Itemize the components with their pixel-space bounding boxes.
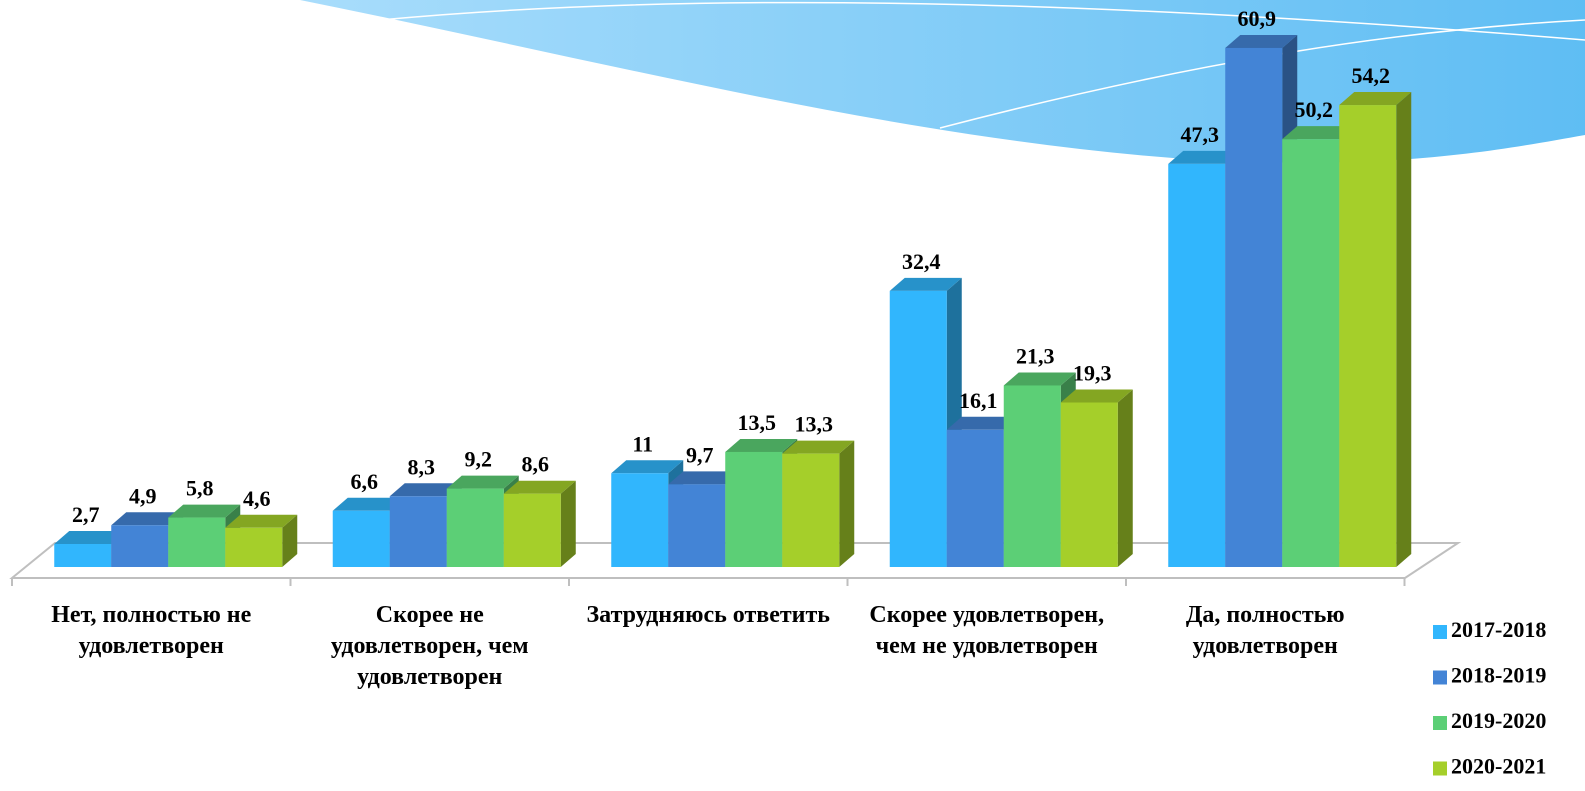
bar	[889, 290, 947, 567]
bar-top	[389, 483, 462, 497]
legend-label: 2019-2020	[1451, 708, 1546, 733]
bar	[1339, 105, 1397, 568]
legend-label: 2017-2018	[1451, 617, 1546, 642]
bar	[1225, 47, 1283, 567]
bar-top	[725, 438, 798, 452]
bar-top	[1060, 389, 1133, 403]
bar-top	[611, 460, 684, 474]
legend-swatch	[1433, 670, 1447, 685]
x-tick-label: Скорее удовлетворен, чем не удовлетворен	[869, 602, 1105, 659]
bar-top	[782, 440, 855, 454]
bar-top	[1339, 92, 1412, 106]
bar	[503, 493, 561, 567]
bar	[611, 473, 669, 567]
data-label: 47,3	[1181, 122, 1220, 147]
x-tick-label: Скорее не удовлетворен, чем удовлетворен	[330, 602, 529, 690]
bar-top	[889, 277, 962, 291]
bar-top	[1225, 34, 1298, 48]
data-label: 8,6	[522, 452, 550, 477]
legend-swatch	[1433, 716, 1447, 730]
data-label: 13,5	[738, 410, 777, 435]
bar-top	[946, 416, 1019, 430]
bar-top	[1282, 126, 1355, 140]
data-label: 4,6	[243, 486, 271, 511]
bar-top	[1003, 372, 1076, 386]
data-label: 19,3	[1073, 361, 1112, 386]
bar	[168, 517, 226, 567]
legend-swatch	[1433, 761, 1447, 776]
data-label: 54,2	[1352, 63, 1391, 88]
bar-side	[839, 440, 855, 567]
data-label: 8,3	[408, 454, 436, 479]
x-tick-label: Нет, полностью не удовлетворен	[51, 602, 252, 659]
data-label: 50,2	[1295, 97, 1334, 122]
x-tick-label: Затрудняюсь ответить	[586, 602, 830, 628]
bar	[1168, 163, 1226, 567]
data-label: 4,9	[129, 483, 157, 508]
bar-top	[111, 512, 184, 526]
bar	[1282, 139, 1340, 567]
background-wave-line	[379, 1, 1585, 41]
data-label: 13,3	[795, 412, 834, 437]
data-label: 32,4	[902, 249, 941, 274]
bar-side	[282, 514, 298, 567]
bar	[111, 525, 169, 567]
bar	[389, 496, 447, 567]
bar-top	[668, 471, 741, 485]
legend-swatch	[1433, 625, 1447, 639]
data-label: 11	[632, 431, 653, 456]
bar-top	[168, 504, 241, 518]
bar-top	[446, 475, 519, 489]
bar	[782, 453, 840, 567]
bar	[332, 510, 390, 567]
bar-top	[54, 530, 127, 544]
data-label: 16,1	[959, 388, 998, 413]
data-label: 9,7	[686, 442, 714, 467]
bar	[1060, 402, 1118, 567]
bar-side	[1117, 389, 1133, 567]
bar-side	[1396, 92, 1412, 568]
bar-top	[332, 497, 405, 511]
bar-top	[1168, 150, 1241, 164]
data-label: 6,6	[351, 469, 379, 494]
bar	[668, 484, 726, 567]
bar-top	[225, 514, 298, 528]
bar-side	[560, 480, 576, 567]
data-label: 60,9	[1238, 6, 1277, 31]
legend-label: 2018-2019	[1451, 663, 1546, 688]
bar	[1003, 385, 1061, 567]
bar-top	[503, 480, 576, 494]
x-tick-label: Да, полностью удовлетворен	[1185, 602, 1345, 659]
bar	[54, 543, 112, 567]
bar	[446, 488, 504, 567]
legend-label: 2020-2021	[1451, 754, 1546, 779]
data-label: 9,2	[465, 447, 493, 472]
data-label: 21,3	[1016, 344, 1055, 369]
bar	[225, 527, 283, 567]
bar	[946, 429, 1004, 567]
data-label: 5,8	[186, 476, 214, 501]
bar	[725, 451, 783, 567]
data-label: 2,7	[72, 502, 100, 527]
